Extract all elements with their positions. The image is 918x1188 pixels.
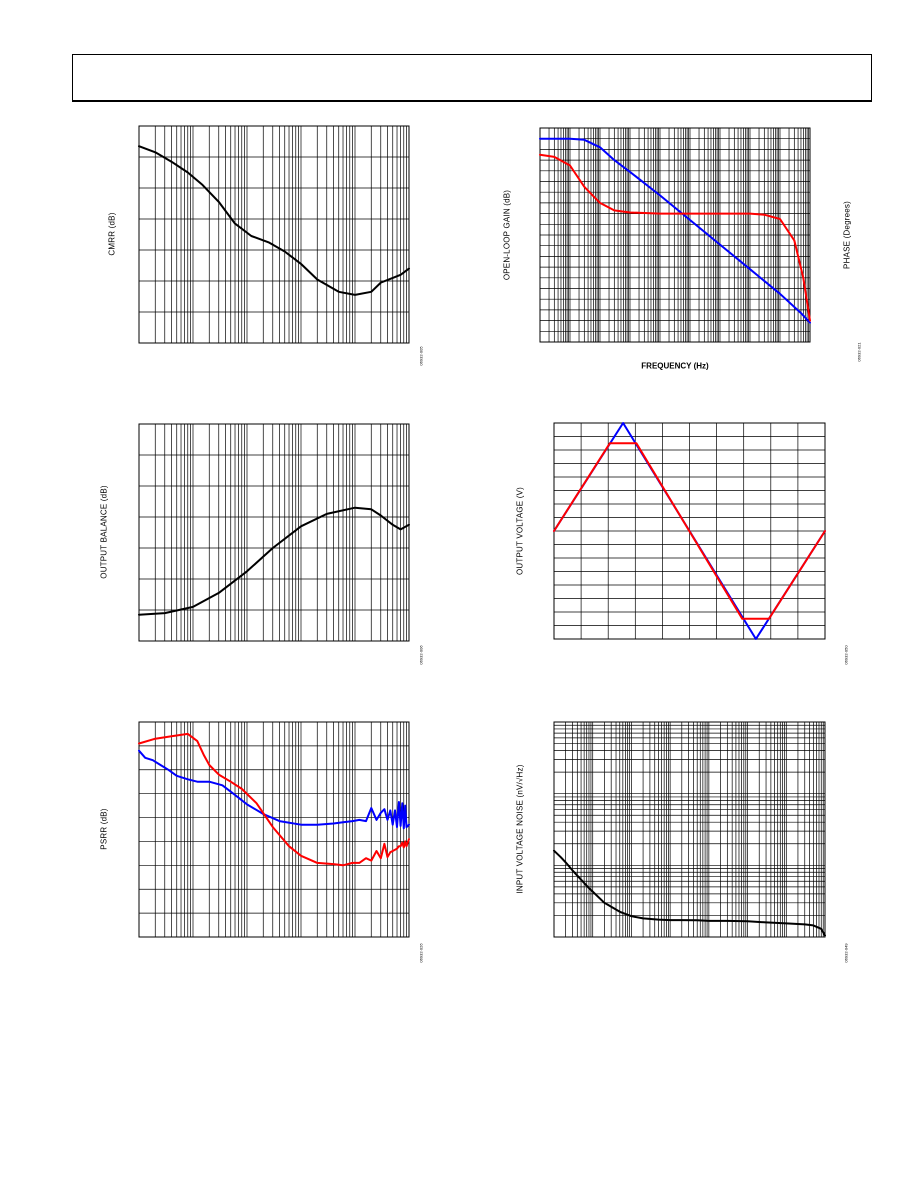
input-noise-grid (554, 722, 825, 937)
cmrr-plot-frame (138, 125, 410, 344)
frequency-x-axis-label: FREQUENCY (Hz) (641, 361, 709, 371)
output-balance-plot-frame (138, 423, 410, 642)
gain-phase-chart (539, 127, 811, 343)
psrr-series-1-line (138, 749, 410, 830)
gain-phase-figure-id: 06932-021 (856, 342, 862, 362)
output-voltage-grid (554, 423, 825, 639)
gain-phase-series-1-line (539, 137, 811, 324)
output-balance-series-1-line (138, 506, 410, 616)
output-voltage-chart (553, 422, 826, 640)
gain-phase-grid (540, 128, 810, 342)
output-voltage-y-axis-label: OUTPUT VOLTAGE (V) (515, 486, 525, 576)
page-header-box (72, 54, 872, 102)
input-noise-chart (553, 721, 826, 938)
output-voltage-series-2-line (553, 442, 826, 620)
phase-y-axis-label: PHASE (Degrees) (842, 201, 852, 269)
psrr-grid (139, 722, 409, 937)
output-balance-grid (139, 424, 409, 641)
output-voltage-figure-id: 06932-050 (843, 645, 849, 665)
input-noise-plot-frame (553, 721, 826, 938)
input-noise-series-1-line (553, 849, 826, 937)
cmrr-grid (139, 126, 409, 343)
output-balance-y-axis-label: OUTPUT BALANCE (dB) (99, 485, 109, 579)
cmrr-y-axis-label: CMRR (dB) (107, 212, 117, 256)
psrr-figure-id: 06932-026 (418, 943, 424, 963)
cmrr-chart (138, 125, 410, 344)
gain-phase-series-2-line (539, 153, 811, 322)
output-balance-chart (138, 423, 410, 642)
psrr-series-2-line (138, 732, 410, 867)
gain-y-axis-label: OPEN-LOOP GAIN (dB) (502, 189, 512, 281)
psrr-y-axis-label: PSRR (dB) (99, 808, 109, 850)
input-noise-figure-id: 06932-049 (843, 943, 849, 963)
cmrr-figure-id: 06932-005 (418, 346, 424, 366)
input-noise-y-axis-label: INPUT VOLTAGE NOISE (nV/√Hz) (515, 764, 525, 894)
cmrr-series-1-line (138, 145, 410, 296)
output-balance-figure-id: 06932-006 (418, 645, 424, 665)
psrr-chart (138, 721, 410, 938)
